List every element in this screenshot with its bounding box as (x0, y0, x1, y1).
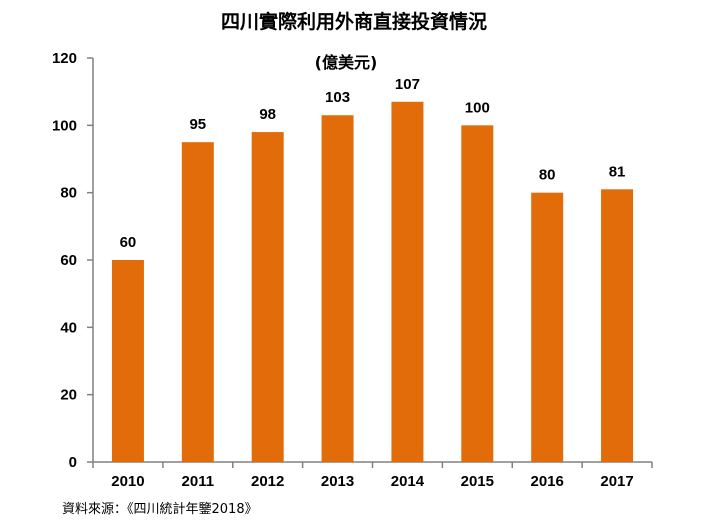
bar-2017 (601, 189, 634, 463)
data-label-2010: 60 (120, 234, 137, 251)
x-tick-label: 2010 (111, 473, 144, 490)
x-tick-label: 2011 (182, 473, 215, 490)
data-label-2013: 103 (325, 89, 350, 106)
bars (111, 101, 634, 463)
x-tick-label: 2014 (391, 473, 425, 490)
x-tick-label: 2016 (531, 473, 564, 490)
data-label-2012: 98 (259, 106, 276, 123)
y-tick-label: 20 (60, 387, 77, 404)
y-axis: 0 20 40 60 80 100 120 (52, 50, 94, 471)
bar-2016 (531, 192, 564, 462)
data-label-2011: 95 (189, 116, 206, 133)
y-tick-label: 40 (60, 319, 77, 336)
x-tick-label: 2015 (461, 473, 494, 490)
data-label-2014: 107 (395, 76, 420, 93)
y-tick-label: 80 (60, 185, 77, 202)
source-note: 資料來源：《四川統計年鑒2018》 (62, 501, 258, 517)
bar-2015 (461, 125, 494, 462)
data-label-2016: 80 (539, 167, 556, 184)
bar-2013 (321, 115, 354, 462)
chart-subtitle: (億美元) (315, 53, 378, 72)
x-tick-label: 2012 (251, 473, 284, 490)
x-tick-label: 2013 (321, 473, 354, 490)
data-label-2017: 81 (609, 163, 626, 180)
bar-2014 (391, 101, 424, 463)
x-tick-label: 2017 (600, 473, 633, 490)
y-tick-label: 0 (69, 454, 77, 471)
chart-title: 四川實際利用外商直接投資情況 (221, 10, 487, 33)
y-tick-label: 60 (60, 252, 77, 269)
data-label-2015: 100 (465, 99, 490, 116)
bar-2011 (181, 142, 214, 462)
bar-2010 (111, 260, 144, 462)
bar-2012 (251, 132, 284, 463)
data-labels: 60 95 98 103 107 100 80 81 (120, 76, 626, 251)
x-axis: 2010 2011 2012 2013 2014 2015 2016 2017 (92, 461, 653, 490)
y-tick-label: 120 (52, 50, 77, 67)
y-tick-label: 100 (52, 117, 77, 134)
